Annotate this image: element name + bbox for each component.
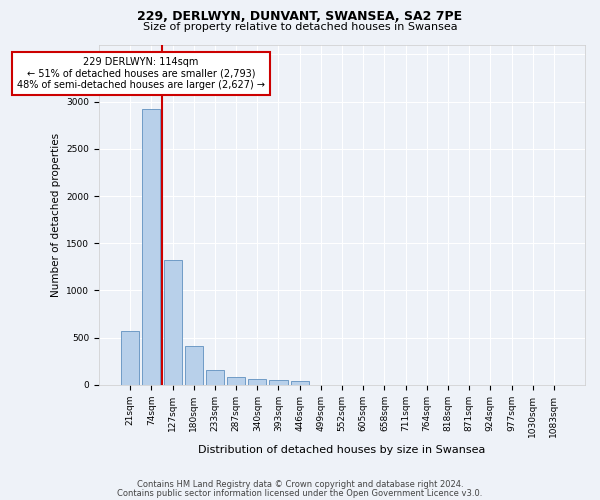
Text: 229 DERLWYN: 114sqm
← 51% of detached houses are smaller (2,793)
48% of semi-det: 229 DERLWYN: 114sqm ← 51% of detached ho… [17,56,265,90]
Bar [121,331,139,385]
Text: Contains public sector information licensed under the Open Government Licence v3: Contains public sector information licen… [118,488,482,498]
Bar [269,380,287,385]
Bar [227,378,245,385]
Text: Contains HM Land Registry data © Crown copyright and database right 2024.: Contains HM Land Registry data © Crown c… [137,480,463,489]
Bar [142,109,160,385]
Bar [164,260,182,385]
Bar [248,379,266,385]
Bar [185,346,203,385]
Y-axis label: Number of detached properties: Number of detached properties [51,133,61,297]
Text: Size of property relative to detached houses in Swansea: Size of property relative to detached ho… [143,22,457,32]
X-axis label: Distribution of detached houses by size in Swansea: Distribution of detached houses by size … [199,445,486,455]
Bar [206,370,224,385]
Bar [290,381,308,385]
Text: 229, DERLWYN, DUNVANT, SWANSEA, SA2 7PE: 229, DERLWYN, DUNVANT, SWANSEA, SA2 7PE [137,10,463,23]
